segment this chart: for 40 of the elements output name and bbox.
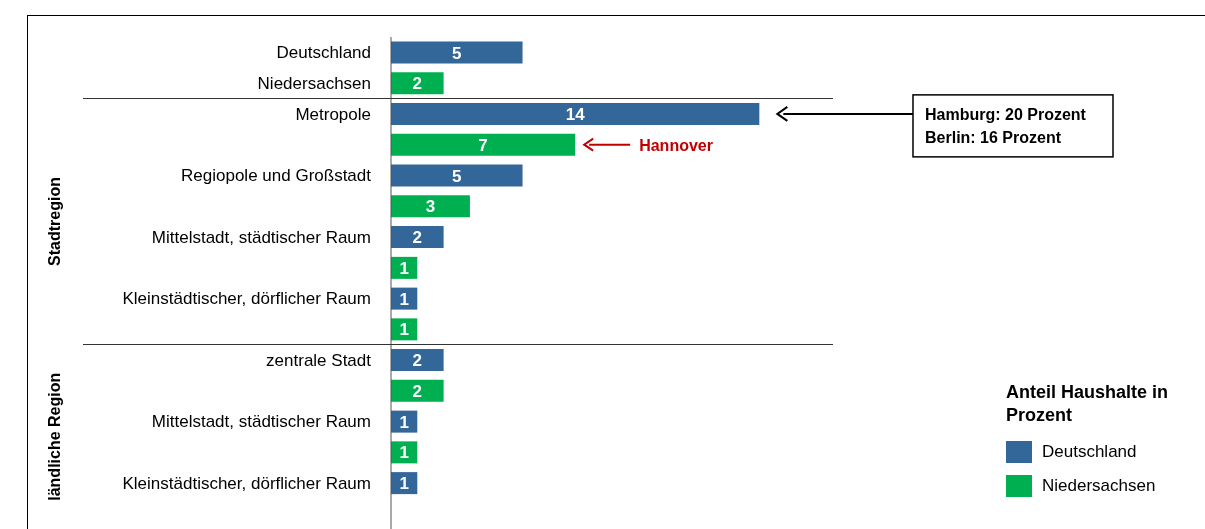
y-tick-label: Regiopole und Großstadt <box>181 166 372 186</box>
data-label: 1 <box>399 320 409 340</box>
bar <box>391 164 523 187</box>
data-label: 1 <box>399 443 409 463</box>
data-label: 3 <box>425 197 436 217</box>
y-tick-label: Mittelstadt, städtischer Raum <box>151 412 371 432</box>
data-label: 2 <box>412 351 423 371</box>
bar <box>391 133 576 156</box>
bar <box>391 349 444 372</box>
text: Stadtregion <box>46 177 63 266</box>
bar <box>391 72 444 95</box>
data-label: 2 <box>412 381 423 401</box>
data-label: 14 <box>565 105 586 125</box>
bar <box>391 41 523 64</box>
data-label: 1 <box>399 258 409 278</box>
y-tick-label: zentrale Stadt <box>266 350 372 370</box>
bar <box>391 103 760 126</box>
bar <box>391 195 470 218</box>
data-label: 7 <box>478 135 488 155</box>
legend-label: Deutschland <box>1042 442 1137 462</box>
y-tick-label: Metropole <box>295 104 371 124</box>
data-label: 5 <box>452 166 462 186</box>
y-tick-label: Mittelstadt, städtischer Raum <box>151 227 371 247</box>
data-label: 5 <box>452 43 462 63</box>
bar <box>391 379 444 402</box>
data-label: 2 <box>412 74 423 94</box>
data-label: 2 <box>412 228 423 248</box>
legend-title: Anteil Haushalte in Prozent <box>1006 381 1170 427</box>
data-label: 1 <box>399 289 409 309</box>
y-tick-label: Kleinstädtischer, dörflicher Raum <box>122 289 371 309</box>
data-label: 1 <box>399 474 409 494</box>
text: ländliche Region <box>46 372 63 501</box>
y-tick-label: Kleinstädtischer, dörflicher Raum <box>122 473 371 493</box>
annotation: Hannover <box>639 136 713 154</box>
data-label: 1 <box>399 412 409 432</box>
y-tick-label: Niedersachsen <box>257 74 371 94</box>
legend-label: Niedersachsen <box>1042 476 1156 496</box>
y-tick-label: Deutschland <box>276 43 371 63</box>
bar <box>391 226 444 249</box>
text: Hamburg: 20 Prozent Berlin: 16 Prozent <box>925 105 1087 146</box>
